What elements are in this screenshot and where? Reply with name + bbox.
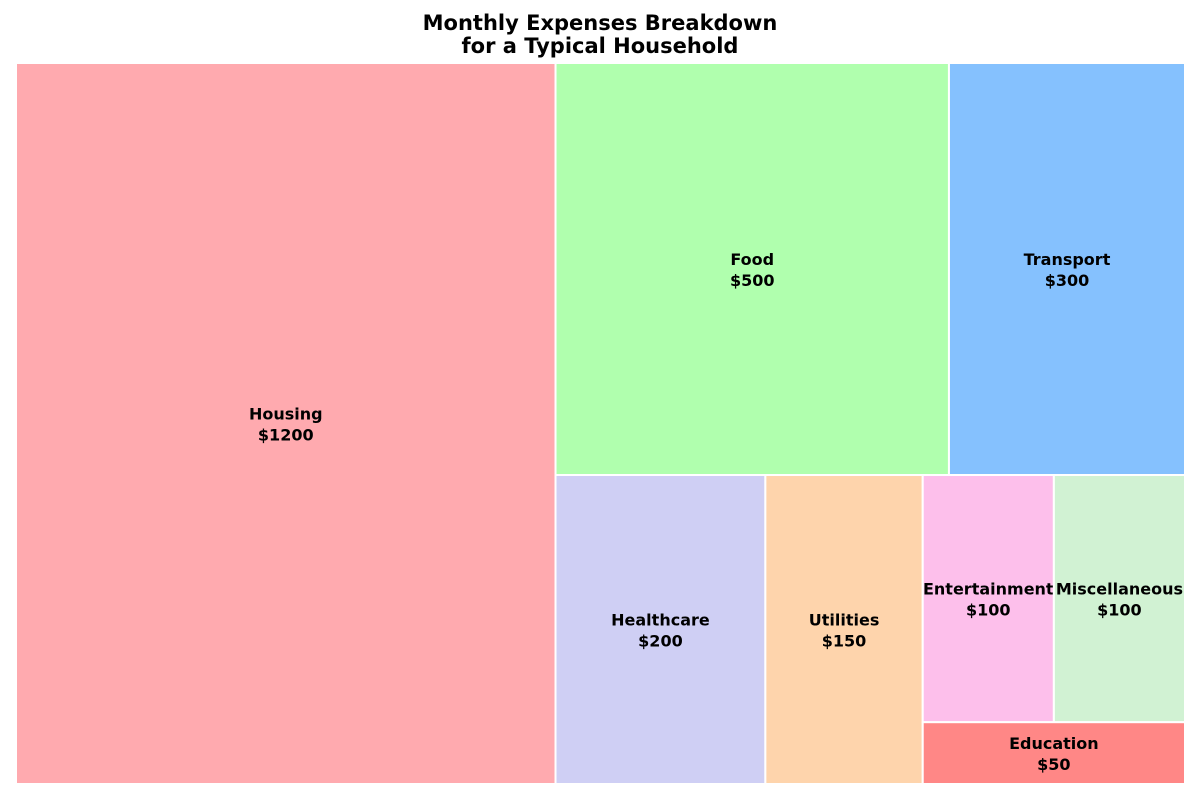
treemap-tile-entertainment: Entertainment $100 bbox=[921, 474, 1055, 724]
treemap-value-transport: $300 bbox=[1045, 271, 1090, 290]
treemap-rect-entertainment bbox=[921, 474, 1055, 724]
treemap-rect-transport bbox=[947, 62, 1186, 476]
treemap-tile-healthcare: Healthcare $200 bbox=[554, 474, 767, 785]
treemap-rect-food bbox=[554, 62, 950, 476]
treemap-label-transport: Transport bbox=[1024, 250, 1111, 269]
treemap-label-education: Education bbox=[1009, 734, 1099, 753]
treemap-label-entertainment: Entertainment bbox=[923, 580, 1054, 599]
treemap-label-utilities: Utilities bbox=[809, 611, 880, 630]
treemap-tile-miscellaneous: Miscellaneous $100 bbox=[1052, 474, 1186, 724]
treemap-rect-housing bbox=[15, 62, 557, 785]
treemap-label-food: Food bbox=[730, 250, 774, 269]
treemap-label-miscellaneous: Miscellaneous bbox=[1056, 580, 1183, 599]
chart-title-line-2: for a Typical Household bbox=[461, 34, 739, 58]
treemap-tile-housing: Housing $1200 bbox=[15, 62, 557, 785]
treemap-value-education: $50 bbox=[1037, 755, 1070, 774]
treemap-tile-education: Education $50 bbox=[921, 721, 1186, 786]
treemap-rect-miscellaneous bbox=[1052, 474, 1186, 724]
treemap-value-miscellaneous: $100 bbox=[1097, 601, 1142, 620]
treemap-value-housing: $1200 bbox=[258, 426, 314, 445]
chart-title: Monthly Expenses Breakdown for a Typical… bbox=[0, 12, 1200, 58]
treemap-tile-utilities: Utilities $150 bbox=[764, 474, 924, 785]
treemap-value-utilities: $150 bbox=[822, 632, 867, 651]
chart-title-line-1: Monthly Expenses Breakdown bbox=[422, 11, 778, 35]
treemap-label-housing: Housing bbox=[249, 405, 323, 424]
treemap-tile-food: Food $500 bbox=[554, 62, 950, 476]
treemap-tile-transport: Transport $300 bbox=[947, 62, 1186, 476]
treemap-rect-utilities bbox=[764, 474, 924, 785]
treemap-value-healthcare: $200 bbox=[638, 632, 683, 651]
treemap-rect-healthcare bbox=[554, 474, 767, 785]
treemap-value-food: $500 bbox=[730, 271, 775, 290]
treemap-label-healthcare: Healthcare bbox=[611, 611, 710, 630]
treemap-value-entertainment: $100 bbox=[966, 601, 1011, 620]
treemap-rect-education bbox=[921, 721, 1186, 786]
